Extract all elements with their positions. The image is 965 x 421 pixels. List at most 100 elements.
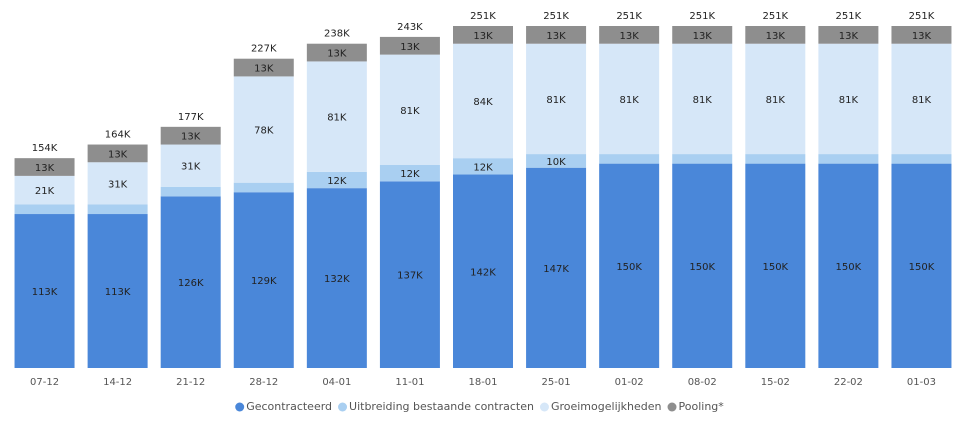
x-tick-label: 21-12 xyxy=(176,377,205,388)
value-label: 13K xyxy=(35,163,55,174)
value-label: 81K xyxy=(400,106,420,117)
bar-segment xyxy=(160,126,221,145)
bar-segment xyxy=(87,214,148,368)
bar-segment xyxy=(599,43,660,155)
total-label: 154K xyxy=(32,143,58,154)
x-tick-label: 08-02 xyxy=(688,377,717,388)
value-label: 126K xyxy=(178,278,204,289)
bar-segment xyxy=(745,163,806,368)
total-label: 164K xyxy=(105,130,131,141)
value-label: 142K xyxy=(470,267,496,278)
value-label: 13K xyxy=(400,42,420,53)
value-label: 147K xyxy=(543,264,569,275)
bar-segment xyxy=(599,163,660,368)
bar-segment xyxy=(526,26,587,44)
bar-segment xyxy=(160,196,221,368)
legend-marker xyxy=(539,402,549,412)
x-tick-label: 25-01 xyxy=(542,377,571,388)
value-label: 12K xyxy=(327,176,347,187)
bar-segment xyxy=(453,158,513,175)
bar-segment xyxy=(745,43,806,155)
value-label: 78K xyxy=(254,126,274,137)
bar-segment xyxy=(379,36,440,55)
x-tick-label: 15-02 xyxy=(761,377,790,388)
value-label: 31K xyxy=(181,162,201,173)
value-label: 132K xyxy=(324,274,350,285)
bar-segment xyxy=(818,163,879,368)
bar-segment xyxy=(14,214,75,368)
value-label: 13K xyxy=(766,31,786,42)
bar-segment xyxy=(891,43,952,155)
bar-segment xyxy=(745,154,806,164)
bar-segment xyxy=(453,26,513,44)
bar-segment xyxy=(379,181,440,368)
value-label: 13K xyxy=(546,31,566,42)
total-label: 243K xyxy=(397,22,423,33)
bar-segment xyxy=(160,144,221,187)
value-label: 21K xyxy=(35,186,55,197)
total-label: 251K xyxy=(616,11,642,22)
total-label: 251K xyxy=(909,11,935,22)
bar-segment xyxy=(87,144,148,163)
value-label: 84K xyxy=(473,97,493,108)
value-label: 10K xyxy=(546,157,566,168)
value-label: 12K xyxy=(473,162,493,173)
bar-segment xyxy=(306,43,367,62)
x-tick-label: 01-02 xyxy=(615,377,644,388)
x-tick-label: 22-02 xyxy=(834,377,863,388)
bar-segment xyxy=(379,54,440,165)
value-label: 81K xyxy=(546,95,566,106)
bar-segment xyxy=(306,188,367,368)
value-label: 150K xyxy=(909,262,935,273)
legend-marker xyxy=(338,402,348,412)
bar-segment xyxy=(233,58,294,77)
total-label: 251K xyxy=(689,11,715,22)
bar-segment xyxy=(891,26,952,44)
bar-segment xyxy=(233,76,294,183)
bar-segment xyxy=(87,162,148,205)
bar-segment xyxy=(672,154,733,164)
value-label: 81K xyxy=(327,113,347,124)
bar-segment xyxy=(891,154,952,164)
bar-segment xyxy=(526,43,587,155)
bar-segment xyxy=(599,26,660,44)
value-label: 13K xyxy=(327,49,347,60)
bar-segment xyxy=(233,192,294,368)
legend-marker xyxy=(235,402,245,412)
bar-segment xyxy=(14,175,75,205)
value-label: 81K xyxy=(839,95,859,106)
value-label: 13K xyxy=(839,31,859,42)
value-label: 12K xyxy=(400,169,420,180)
value-label: 13K xyxy=(473,31,493,42)
bar-segment xyxy=(453,174,513,368)
total-label: 251K xyxy=(470,11,496,22)
legend-label: Groeimogelijkheden xyxy=(551,400,662,413)
value-label: 13K xyxy=(693,31,713,42)
value-label: 81K xyxy=(620,95,640,106)
total-label: 251K xyxy=(543,11,569,22)
bar-segment xyxy=(526,167,587,368)
bar-segment xyxy=(379,164,440,182)
value-label: 113K xyxy=(105,287,131,298)
bar-segment xyxy=(160,186,221,197)
bar-segment xyxy=(306,171,367,189)
bar-segment xyxy=(233,182,294,193)
value-label: 150K xyxy=(836,262,862,273)
bar-segment xyxy=(818,43,879,155)
bar-segment xyxy=(14,204,75,215)
bar-segment xyxy=(526,154,587,168)
bar-segment xyxy=(14,158,75,176)
x-tick-label: 28-12 xyxy=(249,377,278,388)
bar-segment xyxy=(818,154,879,164)
legend-label: Uitbreiding bestaande contracten xyxy=(349,400,534,413)
value-label: 113K xyxy=(32,287,58,298)
total-label: 227K xyxy=(251,44,277,55)
x-tick-label: 07-12 xyxy=(30,377,59,388)
value-label: 137K xyxy=(397,271,423,282)
bar-segment xyxy=(672,26,733,44)
value-label: 81K xyxy=(766,95,786,106)
bar-segment xyxy=(818,26,879,44)
value-label: 81K xyxy=(693,95,713,106)
value-label: 81K xyxy=(912,95,932,106)
value-label: 13K xyxy=(181,132,201,143)
